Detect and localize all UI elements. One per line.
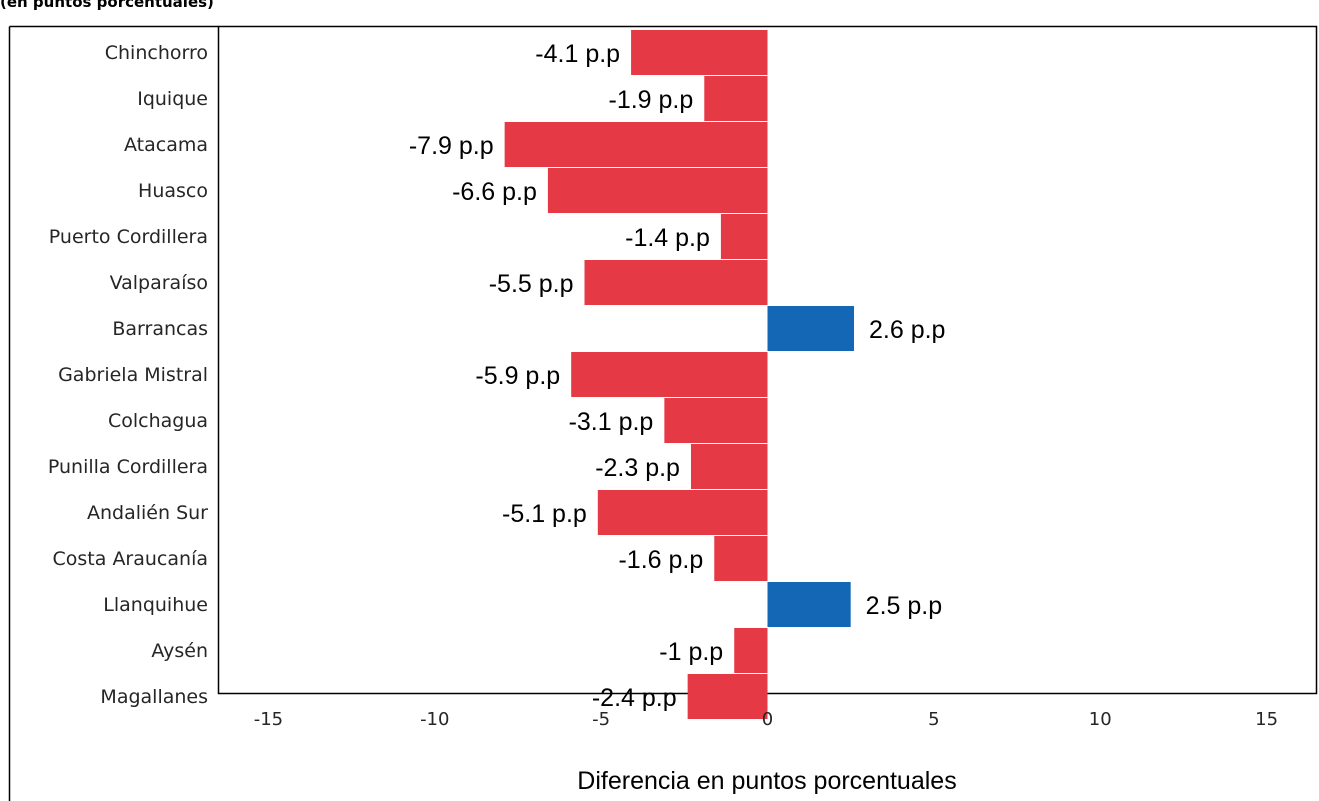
value-label-costa-araucania: -1.6 p.p [618, 546, 703, 574]
category-label-barrancas: Barrancas [112, 318, 208, 340]
category-label-puerto-cordillera: Puerto Cordillera [49, 226, 208, 248]
category-label-punilla-cordillera: Punilla Cordillera [48, 456, 208, 478]
bar-barrancas [767, 306, 855, 351]
bar-atacama [504, 122, 768, 167]
x-tick-label: -10 [420, 709, 449, 730]
value-label-gabriela-mistral: -5.9 p.p [475, 362, 560, 390]
x-axis-label: Diferencia en puntos porcentuales [577, 767, 956, 795]
category-label-huasco: Huasco [138, 180, 208, 202]
bar-chinchorro [631, 30, 768, 75]
bar-costa-araucania [714, 536, 768, 581]
bar-llanquihue [767, 582, 851, 627]
value-label-llanquihue: 2.5 p.p [866, 592, 942, 620]
category-label-magallanes: Magallanes [100, 686, 208, 708]
category-label-llanquihue: Llanquihue [103, 594, 208, 616]
value-label-colchagua: -3.1 p.p [569, 408, 654, 436]
x-tick-label: -15 [254, 709, 283, 730]
x-tick-label: 0 [762, 709, 773, 730]
bar-magallanes [687, 674, 768, 719]
chart-subtitle: (en puntos porcentuales) [0, 0, 214, 11]
category-label-costa-araucania: Costa Araucanía [53, 548, 208, 570]
value-label-valparaiso: -5.5 p.p [489, 270, 574, 298]
bar-valparaiso [584, 260, 768, 305]
value-label-andalien-sur: -5.1 p.p [502, 500, 587, 528]
bar-gabriela-mistral [571, 352, 768, 397]
bars-group [504, 30, 855, 719]
x-tick-labels-group: -15 -10 -5 0 5 10 15 [254, 709, 1278, 730]
value-label-magallanes: -2.4 p.p [592, 684, 677, 712]
value-labels-group: -4.1 p.p -1.9 p.p -7.9 p.p -6.6 p.p -1.4 p.p… [409, 40, 946, 712]
bar-puerto-cordillera [720, 214, 768, 259]
value-label-chinchorro: -4.1 p.p [535, 40, 620, 68]
value-label-barrancas: 2.6 p.p [869, 316, 945, 344]
value-label-huasco: -6.6 p.p [452, 178, 537, 206]
category-label-chinchorro: Chinchorro [105, 42, 208, 64]
category-label-aysen: Aysén [151, 640, 208, 662]
value-label-iquique: -1.9 p.p [609, 86, 694, 114]
bar-andalien-sur [597, 490, 768, 535]
category-labels-group: Chinchorro Iquique Atacama Huasco Puerto Cor… [48, 42, 208, 708]
category-label-atacama: Atacama [124, 134, 208, 156]
category-label-iquique: Iquique [137, 88, 208, 110]
value-label-puerto-cordillera: -1.4 p.p [625, 224, 710, 252]
x-tick-label: -5 [592, 709, 610, 730]
bar-punilla-cordillera [690, 444, 768, 489]
x-tick-label: 5 [928, 709, 939, 730]
category-label-colchagua: Colchagua [108, 410, 208, 432]
category-label-valparaiso: Valparaíso [110, 272, 208, 294]
x-tick-label: 10 [1089, 709, 1112, 730]
category-label-andalien-sur: Andalién Sur [87, 502, 208, 524]
value-label-punilla-cordillera: -2.3 p.p [595, 454, 680, 482]
bar-iquique [704, 76, 768, 121]
value-label-aysen: -1 p.p [659, 638, 723, 666]
x-tick-label: 15 [1255, 709, 1278, 730]
category-label-gabriela-mistral: Gabriela Mistral [58, 364, 208, 386]
value-label-atacama: -7.9 p.p [409, 132, 494, 160]
bar-huasco [547, 168, 768, 213]
bar-aysen [734, 628, 768, 673]
bar-colchagua [664, 398, 768, 443]
